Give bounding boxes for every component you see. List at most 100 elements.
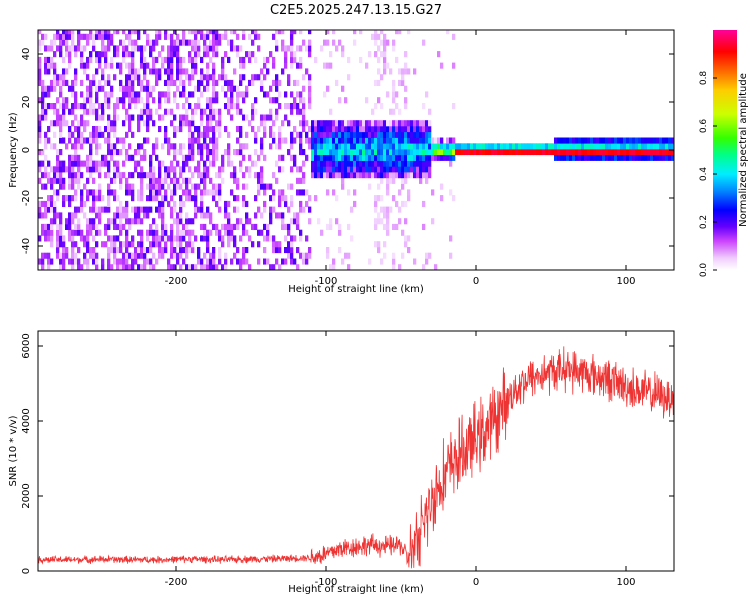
spectrogram-cell [65,166,69,173]
spectrogram-cell [350,120,354,127]
spectrogram-cell [215,143,219,150]
spectrogram-cell [353,166,357,173]
spectrogram-cell [398,68,402,75]
spectrogram-cell [245,212,249,219]
spectrogram-cell [56,74,60,81]
spectrogram-cell [50,183,54,190]
spectrogram-cell [479,143,483,150]
spectrogram-cell [206,131,210,138]
spectrogram-cell [371,126,375,133]
spectrogram-cell [284,91,288,98]
spectrogram-cell [179,56,183,63]
spectrogram-cell [395,166,399,173]
spectrogram-cell [74,97,78,104]
spectrogram-cell [140,247,144,254]
spectrogram-cell [299,235,303,242]
spectrogram-cell [113,189,117,196]
spectrogram-cell [338,137,342,144]
spectrogram-cell [98,56,102,63]
spectrogram-cell [131,68,135,75]
spectrogram-cell [158,103,162,110]
spectrogram-cell [176,74,180,81]
spectrogram-cell [419,149,423,156]
spectrogram-cell [152,235,156,242]
spectrogram-cell [92,247,96,254]
spectrogram-cell [167,33,171,40]
spectrogram-cell [92,79,96,86]
spectrogram-cell [89,252,93,259]
spectrogram-cell [230,30,234,35]
spectrogram-cell [122,143,126,150]
spectrogram-cell [158,74,162,81]
colorbar-ticks: 0.00.20.40.60.8 [699,71,717,277]
spectrogram-cell [281,68,285,75]
spectrogram-cell [383,149,387,156]
spectrogram-cell [290,200,294,207]
spectrogram-cell [83,183,87,190]
spectrogram-cell [89,85,93,92]
spectrogram-cell [173,126,177,133]
spectrogram-cell [401,131,405,138]
spectrogram-cell [305,200,309,207]
spectrogram-cell [239,264,243,270]
spectrogram-cell [164,56,168,63]
spectrogram-cell [89,229,93,236]
spectrogram-cell [239,79,243,86]
spectrogram-cell [176,103,180,110]
spectrogram-cell [380,126,384,133]
spectrogram-cell [353,160,357,167]
spectrogram-cell [140,206,144,213]
spectrogram-cell [377,126,381,133]
spectrogram-cell [359,149,363,156]
spectrogram-cell [146,91,150,98]
spectrogram-cell [107,79,111,86]
spectrogram-cell [131,241,135,248]
spectrogram-cell [386,218,390,225]
spectrogram-cell [374,137,378,144]
spectrogram-cell [299,91,303,98]
spectrogram-cell [80,137,84,144]
spectrogram-cell [143,56,147,63]
spectrogram-cell [461,143,465,150]
spectrogram-cell [227,200,231,207]
spectrogram-cell [317,166,321,173]
spectrogram-cell [155,39,159,46]
spectrogram-cell [332,149,336,156]
spectrogram-cell [524,143,528,150]
spectrogram-cell [374,39,378,46]
spectrogram-cell [131,235,135,242]
spectrogram-cell [158,68,162,75]
spectrogram-cell [47,62,51,69]
spectrogram-cell [161,56,165,63]
spectrogram-cell [329,126,333,133]
spectrogram-cell [326,160,330,167]
spectrogram-cell [320,143,324,150]
spectrogram-cell [323,160,327,167]
spectrogram-cell [152,195,156,202]
spectrogram-cell [89,97,93,104]
spectrogram-cell [326,143,330,150]
spectrogram-cell [257,45,261,52]
spectrogram-cell [116,247,120,254]
spectrogram-cell [332,258,336,265]
spectrogram-cell [320,137,324,144]
spectrogram-cell [218,183,222,190]
spectrogram-cell [53,212,57,219]
spectrogram-cell [326,131,330,138]
spectrogram-cell [293,56,297,63]
spectrogram-cell [50,120,54,127]
spectrogram-cell [620,143,624,150]
spectrogram-cell [107,235,111,242]
spectrogram-cell [179,235,183,242]
spectrogram-cell [212,97,216,104]
spectrogram-cell [350,206,354,213]
spectrogram-cell [131,183,135,190]
spectrogram-cell [362,137,366,144]
spectrogram-cell [83,45,87,52]
spectrogram-cell [95,258,99,265]
spectrogram-cell [164,189,168,196]
spectrogram-cell [335,172,339,179]
spectrogram-cell [152,264,156,270]
spectrogram-cell [65,252,69,259]
spectrogram-cell [605,154,609,161]
